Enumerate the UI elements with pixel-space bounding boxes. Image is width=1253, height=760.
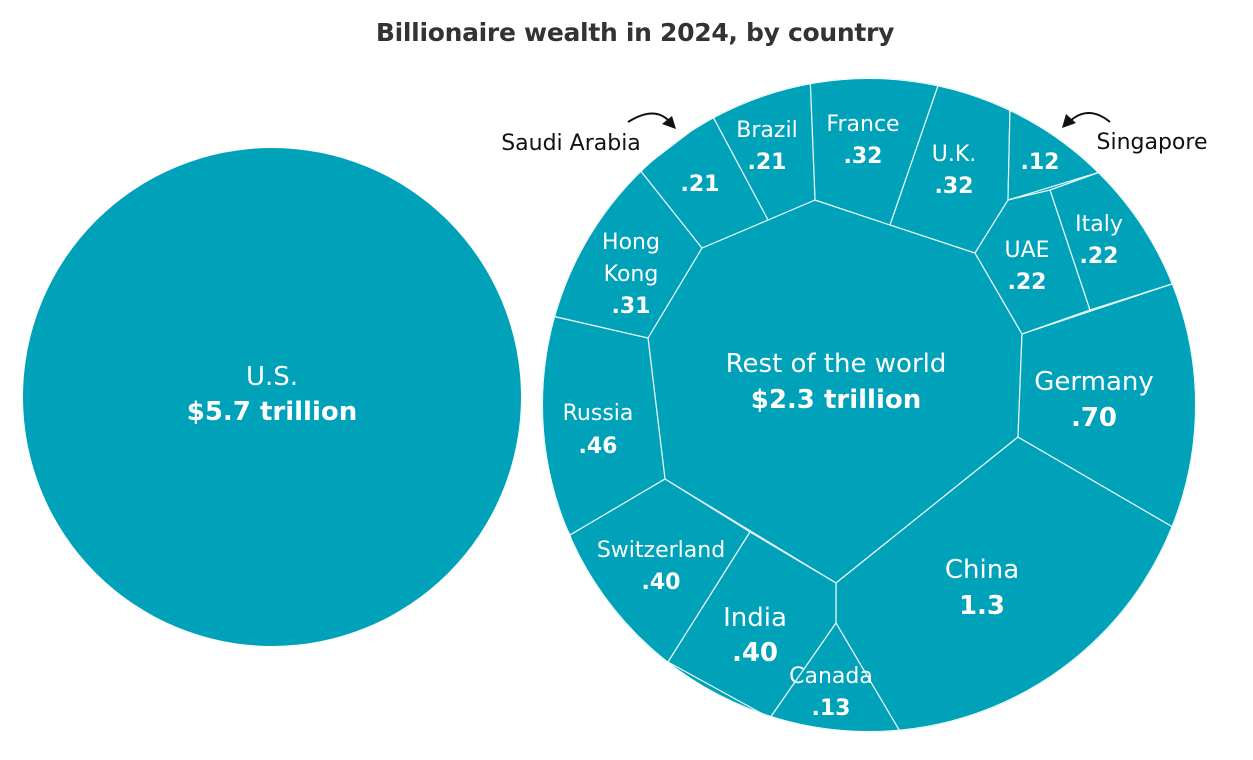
callout-singapore-arrow xyxy=(1068,112,1111,123)
label-china-value: 1.3 xyxy=(959,591,1005,621)
label-singapore-value: .12 xyxy=(1021,150,1060,175)
world-outline xyxy=(542,78,1196,732)
label-france-value: .32 xyxy=(844,144,883,169)
label-rest-name: Rest of the world xyxy=(726,349,947,379)
label-italy-value: .22 xyxy=(1080,244,1119,269)
label-russia-name: Russia xyxy=(563,401,634,426)
label-china-name: China xyxy=(945,555,1019,585)
label-uae-value: .22 xyxy=(1008,270,1047,295)
label-france-name: France xyxy=(826,112,899,137)
callout-singapore-name: Singapore xyxy=(1097,130,1208,155)
label-brazil-name: Brazil xyxy=(736,118,797,143)
chart-title: Billionaire wealth in 2024, by country xyxy=(375,18,895,47)
callout-saudi-name: Saudi Arabia xyxy=(501,131,641,156)
label-germany-value: .70 xyxy=(1071,403,1117,433)
callout-saudi-arrow xyxy=(627,112,671,123)
label-canada-name: Canada xyxy=(789,664,873,689)
label-rest-value: $2.3 trillion xyxy=(751,385,921,415)
cell-canada xyxy=(769,621,907,732)
label-canada-value: .13 xyxy=(812,696,851,721)
label-brazil-value: .21 xyxy=(748,150,787,175)
label-russia-value: .46 xyxy=(579,434,618,459)
label-switzerland-value: .40 xyxy=(642,570,681,595)
label-italy-name: Italy xyxy=(1075,212,1123,237)
cell-uae xyxy=(974,189,1091,335)
label-hongkong-name-line2: Kong xyxy=(604,262,659,287)
label-uae-name: UAE xyxy=(1004,238,1049,263)
label-hongkong-name-line1: Hong xyxy=(602,230,660,255)
label-hongkong-value: .31 xyxy=(612,294,651,319)
cell-us xyxy=(23,148,521,646)
label-uk-value: .32 xyxy=(935,174,974,199)
label-saudi-value: .21 xyxy=(681,172,720,197)
label-switzerland-name: Switzerland xyxy=(597,538,725,563)
callout-singapore-arrowhead xyxy=(1062,114,1076,128)
label-uk-name: U.K. xyxy=(932,142,977,167)
label-us-name: U.S. xyxy=(246,362,298,392)
label-india-value: .40 xyxy=(732,638,778,668)
label-germany-name: Germany xyxy=(1034,367,1154,397)
label-india-name: India xyxy=(723,603,787,633)
label-us-value: $5.7 trillion xyxy=(187,397,357,427)
callout-saudi-arrowhead xyxy=(662,116,676,129)
